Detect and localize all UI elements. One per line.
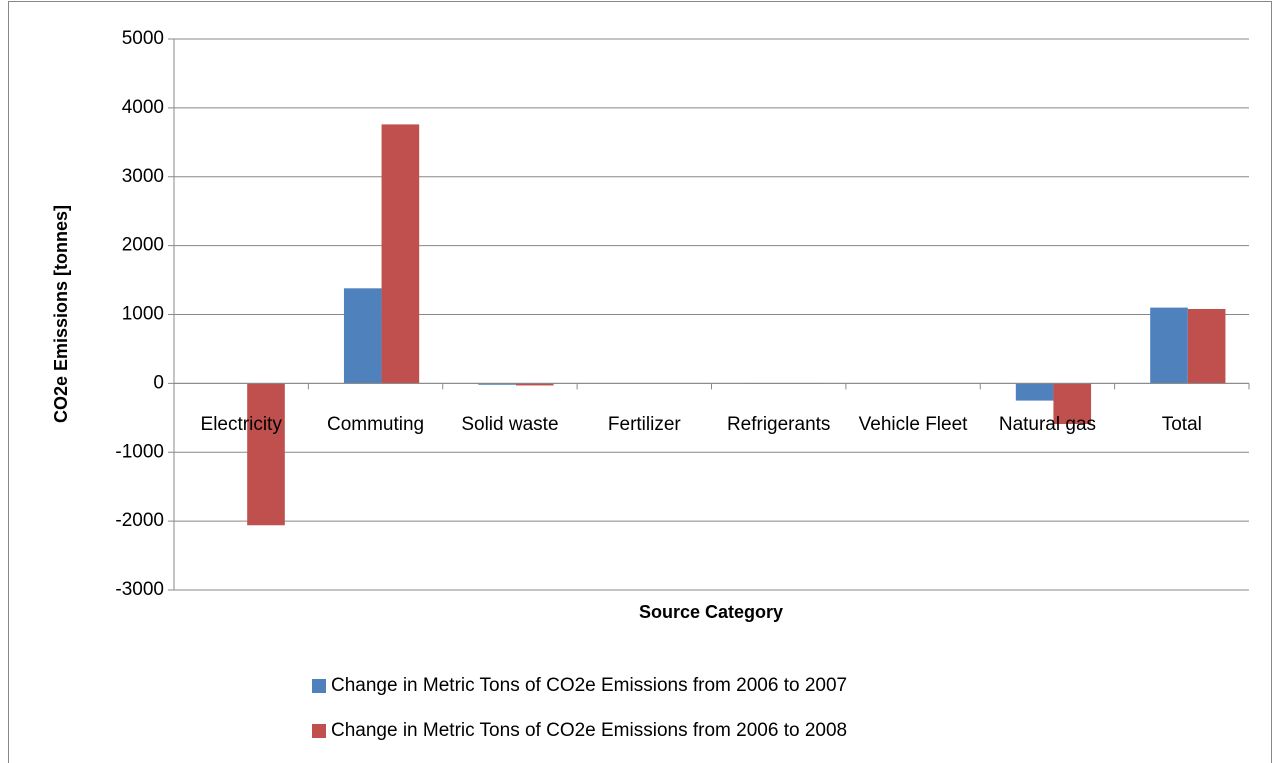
x-tick-label: Total [1162,414,1202,435]
x-tick-label: Fertilizer [608,414,682,435]
bar [1015,383,1054,401]
x-tick-label: Natural gas [999,414,1096,435]
x-tick-label: Electricity [201,414,283,435]
bar [1187,308,1226,384]
bar [247,383,285,526]
y-tick-label: 4000 [122,97,164,118]
y-tick-label: 5000 [122,28,164,49]
x-tick-label: Vehicle Fleet [859,414,969,435]
x-tick-label: Commuting [327,414,424,435]
bar [381,124,420,384]
chart-frame [8,1,1272,763]
legend-swatch [312,724,326,738]
y-tick-label: 1000 [122,304,164,325]
legend-swatch [312,679,326,693]
y-tick-label: 2000 [122,235,164,256]
bar [1150,307,1188,384]
bar [515,383,554,386]
x-tick-label: Solid waste [461,414,558,435]
y-tick-label: 3000 [122,166,164,187]
bar [1053,383,1092,425]
y-tick-label: -1000 [115,441,164,462]
y-tick-label: -2000 [115,510,164,531]
bar [478,383,516,385]
legend-label: Change in Metric Tons of CO2e Emissions … [331,720,847,741]
bar [343,288,382,384]
x-axis-title: Source Category [639,602,783,622]
y-tick-label: 0 [153,372,164,393]
y-tick-label: -3000 [115,579,164,600]
x-tick-label: Refrigerants [727,414,831,435]
legend-label: Change in Metric Tons of CO2e Emissions … [331,675,847,696]
y-axis-title: CO2e Emissions [tonnes] [51,205,71,423]
